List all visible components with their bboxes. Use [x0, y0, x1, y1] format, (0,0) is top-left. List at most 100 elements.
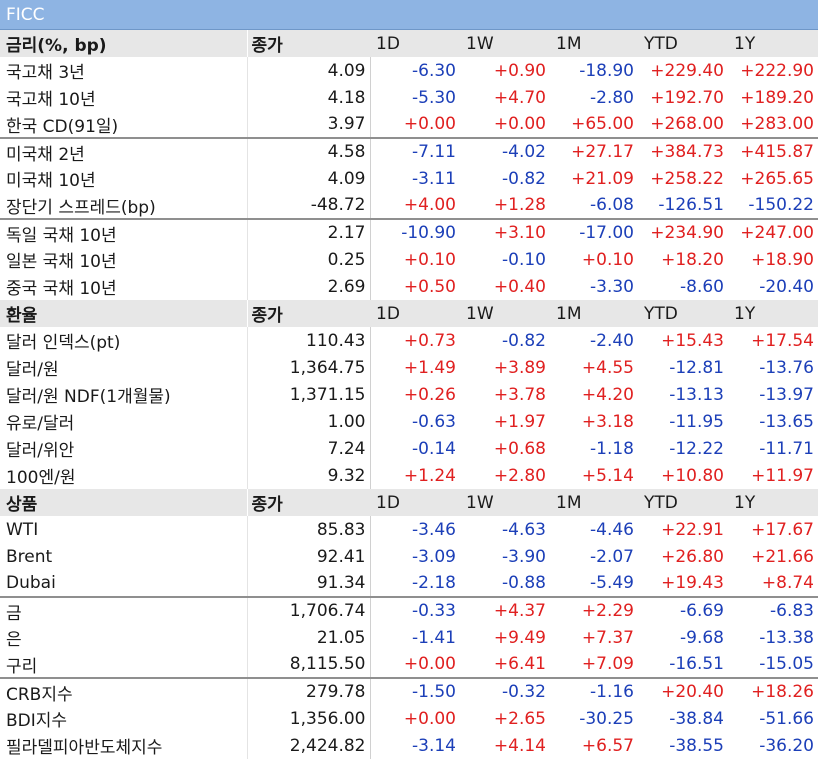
instrument-name: 필라델피아반도체지수: [0, 732, 248, 759]
column-header-m1: 1M: [550, 300, 638, 327]
close-price: 2.17: [247, 218, 371, 246]
instrument-name: 달러/원 NDF(1개월물): [0, 381, 248, 408]
change-d1: +1.49: [403, 357, 456, 378]
close-price: 4.18: [247, 84, 371, 111]
instrument-name: 유로/달러: [0, 408, 248, 435]
change-d1: +0.00: [403, 654, 456, 674]
change-ytd: -9.68: [680, 627, 724, 648]
change-w1: +6.41: [493, 654, 546, 674]
change-ytd: +20.40: [638, 677, 728, 705]
change-d1: +0.50: [403, 276, 456, 297]
section-header-commodities: 상품 종가 1D 1W 1M YTD 1Y: [0, 489, 818, 516]
change-d1: -3.46: [412, 519, 456, 540]
change-d1: +1.24: [403, 465, 456, 486]
change-y1: -51.66: [759, 708, 814, 729]
change-w1: -4.02: [460, 137, 550, 165]
change-w1: +0.68: [493, 438, 546, 459]
change-w1: +0.40: [493, 276, 546, 297]
column-header-w1: 1W: [460, 300, 550, 327]
change-ytd: -13.13: [669, 384, 724, 405]
ficc-table: 금리(%, bp) 종가 1D 1W 1M YTD 1Y 국고채 3년 4.09 -6.30 +0.…: [0, 30, 818, 759]
table-row: 달러 인덱스(pt) 110.43 +0.73 -0.82 -2.40 +15.43 +17…: [0, 327, 818, 354]
instrument-name: 미국채 2년: [0, 137, 248, 165]
column-header-close: 종가: [246, 300, 370, 327]
column-header-d1: 1D: [370, 489, 460, 516]
instrument-name: 달러 인덱스(pt): [0, 327, 248, 354]
table-row: Brent 92.41 -3.09 -3.90 -2.07 +26.80 +21.66: [0, 543, 818, 570]
instrument-name: Brent: [0, 543, 248, 570]
change-d1: -3.11: [412, 168, 456, 189]
instrument-name: 달러/원: [0, 354, 248, 381]
change-m1: +4.55: [581, 357, 634, 378]
change-m1: -5.49: [590, 573, 634, 593]
table-row: 장단기 스프레드(bp) -48.72 +4.00 +1.28 -6.08 -126.51…: [0, 192, 818, 219]
column-header-w1: 1W: [460, 489, 550, 516]
change-m1: +4.20: [581, 384, 634, 405]
change-d1: -5.30: [412, 87, 456, 108]
table-row: 국고채 3년 4.09 -6.30 +0.90 -18.90 +229.40 +222.90: [0, 57, 818, 84]
section-title: 금리(%, bp): [0, 30, 247, 57]
change-m1: +65.00: [571, 114, 634, 134]
change-m1: +21.09: [571, 168, 634, 189]
change-m1: +7.37: [581, 627, 634, 648]
close-price: 9.32: [247, 462, 371, 489]
change-y1: -13.76: [759, 357, 814, 378]
change-w1: +2.65: [493, 708, 546, 729]
close-price: 0.25: [247, 246, 371, 273]
change-ytd: -12.22: [669, 438, 724, 459]
change-ytd: -126.51: [658, 195, 724, 215]
change-ytd: +268.00: [650, 114, 724, 134]
change-y1: +8.74: [761, 573, 814, 593]
panel-title: FICC: [0, 0, 818, 30]
table-row: CRB지수 279.78 -1.50 -0.32 -1.16 +20.40 +18.26: [0, 677, 818, 705]
change-ytd: +18.20: [661, 249, 724, 270]
change-d1: -1.50: [370, 677, 460, 705]
instrument-name: 장단기 스프레드(bp): [0, 192, 248, 219]
close-price: 91.34: [247, 570, 371, 597]
column-header-d1: 1D: [370, 300, 460, 327]
column-header-close: 종가: [246, 30, 370, 57]
table-row: 달러/원 NDF(1개월물) 1,371.15 +0.26 +3.78 +4.20 -13…: [0, 381, 818, 408]
change-w1: +1.97: [493, 411, 546, 432]
change-d1: -0.63: [412, 411, 456, 432]
column-header-close: 종가: [246, 489, 370, 516]
change-w1: +1.28: [493, 195, 546, 215]
change-y1: +17.67: [751, 519, 814, 540]
change-ytd: +19.43: [661, 573, 724, 593]
table-row: 독일 국채 10년 2.17 -10.90 +3.10 -17.00 +234.90 +24…: [0, 218, 818, 246]
close-price: 85.83: [247, 516, 371, 543]
change-w1: -0.10: [502, 249, 546, 270]
change-y1: +11.97: [751, 465, 814, 486]
section-header-rates: 금리(%, bp) 종가 1D 1W 1M YTD 1Y: [0, 30, 818, 57]
change-ytd: +192.70: [650, 87, 724, 108]
close-price: 110.43: [247, 327, 371, 354]
change-y1: +415.87: [728, 137, 818, 165]
column-header-m1: 1M: [550, 489, 638, 516]
instrument-name: 중국 국채 10년: [0, 273, 248, 300]
change-ytd: +234.90: [638, 218, 728, 246]
instrument-name: 은: [0, 624, 248, 651]
change-w1: +4.14: [493, 735, 546, 756]
instrument-name: 한국 CD(91일): [0, 111, 248, 138]
change-w1: +3.89: [493, 357, 546, 378]
column-header-d1: 1D: [370, 30, 460, 57]
change-d1: +0.00: [403, 708, 456, 729]
change-y1: +222.90: [740, 60, 814, 81]
change-y1: -150.22: [748, 195, 814, 215]
instrument-name: 독일 국채 10년: [0, 218, 248, 246]
instrument-name: BDI지수: [0, 705, 248, 732]
column-header-ytd: YTD: [638, 30, 728, 57]
change-y1: -6.83: [728, 596, 818, 624]
change-ytd: -12.81: [669, 357, 724, 378]
change-ytd: -11.95: [669, 411, 724, 432]
column-header-ytd: YTD: [638, 489, 728, 516]
change-d1: -2.18: [412, 573, 456, 593]
change-m1: -2.07: [590, 546, 634, 567]
close-price: 1.00: [247, 408, 371, 435]
close-price: 2,424.82: [247, 732, 371, 759]
change-d1: -10.90: [370, 218, 460, 246]
close-price: 279.78: [247, 677, 371, 705]
change-ytd: -38.84: [669, 708, 724, 729]
change-d1: -3.14: [412, 735, 456, 756]
change-d1: +0.26: [403, 384, 456, 405]
